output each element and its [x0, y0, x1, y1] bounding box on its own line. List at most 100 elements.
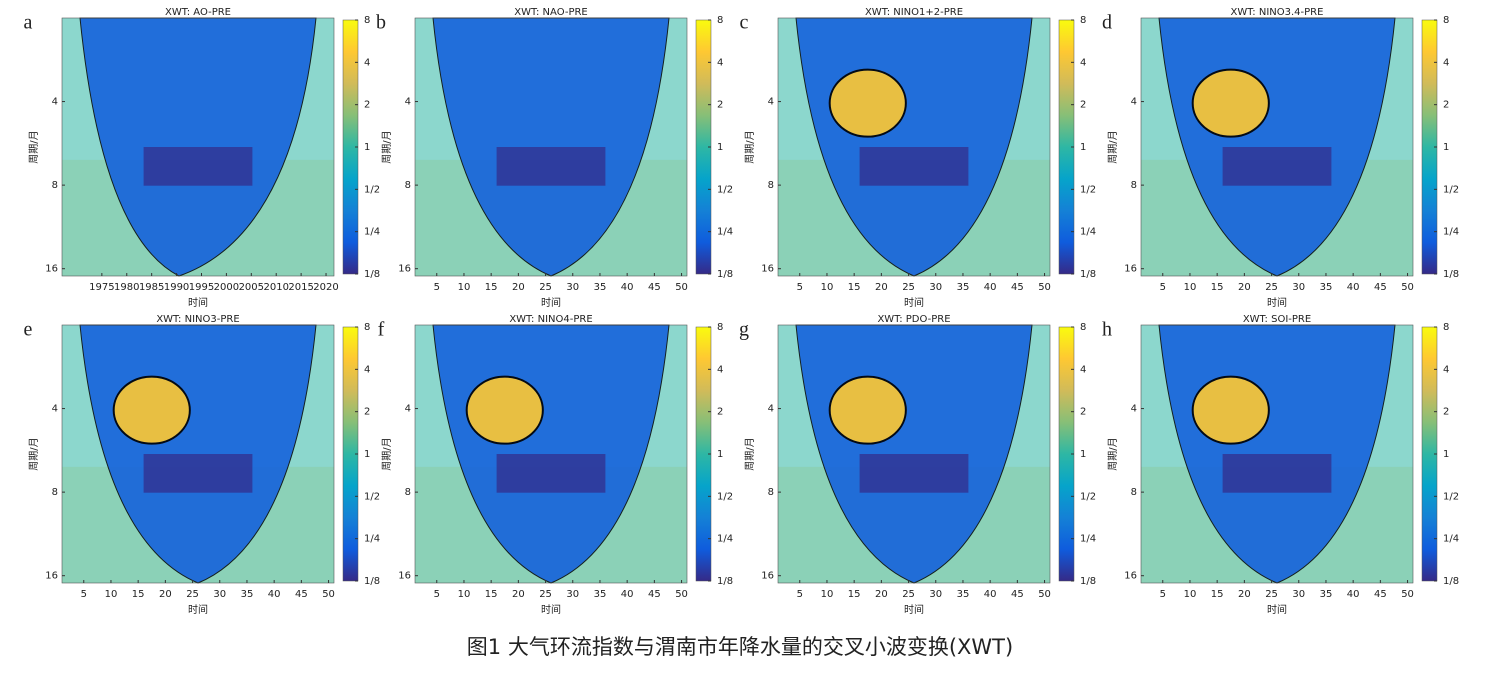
colorbar-tick-label: 1/4 [1443, 227, 1459, 238]
x-tick-label: 50 [675, 282, 688, 293]
colorbar-tick-label: 1 [717, 449, 723, 460]
x-tick-label: 20 [1238, 589, 1251, 600]
colorbar-tick-label: 4 [364, 57, 370, 68]
y-tick-label: 8 [52, 180, 58, 191]
y-tick-label: 4 [1131, 404, 1137, 415]
panel-title: XWT: NINO3.4-PRE [1231, 7, 1324, 18]
x-tick-label: 45 [648, 589, 661, 600]
x-tick-label: 50 [675, 589, 688, 600]
x-tick-label: 50 [1038, 589, 1051, 600]
colorbar-tick-label: 8 [717, 15, 723, 26]
x-tick-label: 35 [241, 589, 254, 600]
colorbar-tick-label: 8 [717, 322, 723, 333]
x-tick-label: 1975 [89, 282, 114, 293]
colorbar-tick-label: 1/8 [1080, 269, 1096, 280]
x-tick-label: 20 [512, 589, 525, 600]
low-power-band [1222, 454, 1332, 493]
colorbar-tick-label: 1/8 [364, 269, 380, 280]
plot-frame [1140, 17, 1414, 277]
x-tick-label: 1990 [164, 282, 189, 293]
y-tick-label: 8 [768, 487, 774, 498]
x-tick-label: 30 [929, 282, 942, 293]
x-tick-label: 25 [1265, 589, 1278, 600]
panel-title: XWT: AO-PRE [165, 7, 231, 18]
colorbar-tick-label: 1/8 [717, 269, 733, 280]
panel-letter: b [376, 12, 386, 34]
panel-title: XWT: NAO-PRE [514, 7, 588, 18]
x-tick-label: 20 [159, 589, 172, 600]
colorbar-tick-label: 2 [1080, 407, 1086, 418]
x-tick-label: 20 [875, 282, 888, 293]
x-tick-label: 20 [875, 589, 888, 600]
colorbar-tick-label: 1 [364, 142, 370, 153]
y-tick-label: 8 [52, 487, 58, 498]
plot-frame [777, 17, 1051, 277]
x-tick-label: 5 [797, 282, 803, 293]
y-tick-label: 8 [1131, 180, 1137, 191]
panel-letter: f [378, 319, 385, 341]
y-tick-label: 4 [405, 404, 411, 415]
x-tick-label: 30 [566, 589, 579, 600]
low-power-band [496, 147, 606, 186]
colorbar-tick-label: 4 [1443, 57, 1449, 68]
significant-region [828, 68, 907, 138]
y-tick-label: 4 [768, 97, 774, 108]
y-tick-label: 4 [52, 404, 58, 415]
plot-frame [61, 17, 335, 277]
x-tick-label: 10 [458, 589, 471, 600]
significant-region [112, 375, 191, 445]
panel-title: XWT: NINO3-PRE [156, 314, 239, 325]
low-power-band [143, 454, 253, 493]
y-tick-label: 8 [405, 180, 411, 191]
colorbar-tick-label: 1/2 [364, 184, 380, 195]
panel-letter: c [740, 12, 749, 34]
panel: XWT: NAO-PRE b 时间 周期/月 5 10 15 20 25 30 35 40 45 50 4 8… [376, 7, 733, 309]
panel-letter: a [24, 12, 33, 34]
y-axis-label: 周期/月 [744, 130, 756, 163]
significant-region [1191, 375, 1270, 445]
x-tick-label: 25 [902, 282, 915, 293]
x-tick-label: 35 [957, 589, 970, 600]
x-tick-label: 5 [1160, 282, 1166, 293]
significant-region [1191, 68, 1270, 138]
colorbar-tick-label: 1/8 [1443, 576, 1459, 587]
x-tick-label: 5 [1160, 589, 1166, 600]
colorbar-tick-label: 1/2 [1443, 491, 1459, 502]
x-tick-label: 35 [957, 282, 970, 293]
colorbar-tick-label: 8 [1080, 322, 1086, 333]
x-tick-label: 2015 [288, 282, 313, 293]
x-tick-label: 45 [1374, 282, 1387, 293]
colorbar-tick-label: 4 [1443, 364, 1449, 375]
colorbar-tick-label: 4 [1080, 57, 1086, 68]
y-tick-label: 4 [52, 97, 58, 108]
x-tick-label: 2020 [313, 282, 338, 293]
x-tick-label: 5 [81, 589, 87, 600]
colorbar-tick-label: 1/4 [717, 534, 733, 545]
x-tick-label: 30 [566, 282, 579, 293]
low-power-band [1222, 147, 1332, 186]
x-axis-label: 时间 [904, 603, 924, 616]
colorbar-tick-label: 1/2 [1443, 184, 1459, 195]
colorbar-tick-label: 1/4 [364, 227, 380, 238]
x-tick-label: 25 [539, 589, 552, 600]
y-tick-label: 8 [405, 487, 411, 498]
x-tick-label: 2010 [263, 282, 288, 293]
colorbar-tick-label: 1 [1443, 142, 1449, 153]
colorbar-tick-label: 8 [364, 322, 370, 333]
panel-letter: d [1102, 12, 1112, 34]
y-axis-label: 周期/月 [744, 437, 756, 470]
y-axis-label: 周期/月 [381, 130, 393, 163]
colorbar-tick-label: 4 [717, 57, 723, 68]
x-tick-label: 1985 [139, 282, 164, 293]
low-power-band [143, 147, 253, 186]
x-axis-label: 时间 [1267, 603, 1287, 616]
x-axis-label: 时间 [904, 296, 924, 309]
colorbar-tick-label: 1/2 [1080, 491, 1096, 502]
caption: 图1 大气环流指数与渭南市年降水量的交叉小波变换(XWT) [467, 635, 1013, 659]
colorbar-tick-label: 8 [1443, 15, 1449, 26]
plot-frame [414, 324, 688, 584]
x-tick-label: 30 [929, 589, 942, 600]
x-axis-label: 时间 [541, 603, 561, 616]
x-tick-label: 40 [621, 589, 634, 600]
